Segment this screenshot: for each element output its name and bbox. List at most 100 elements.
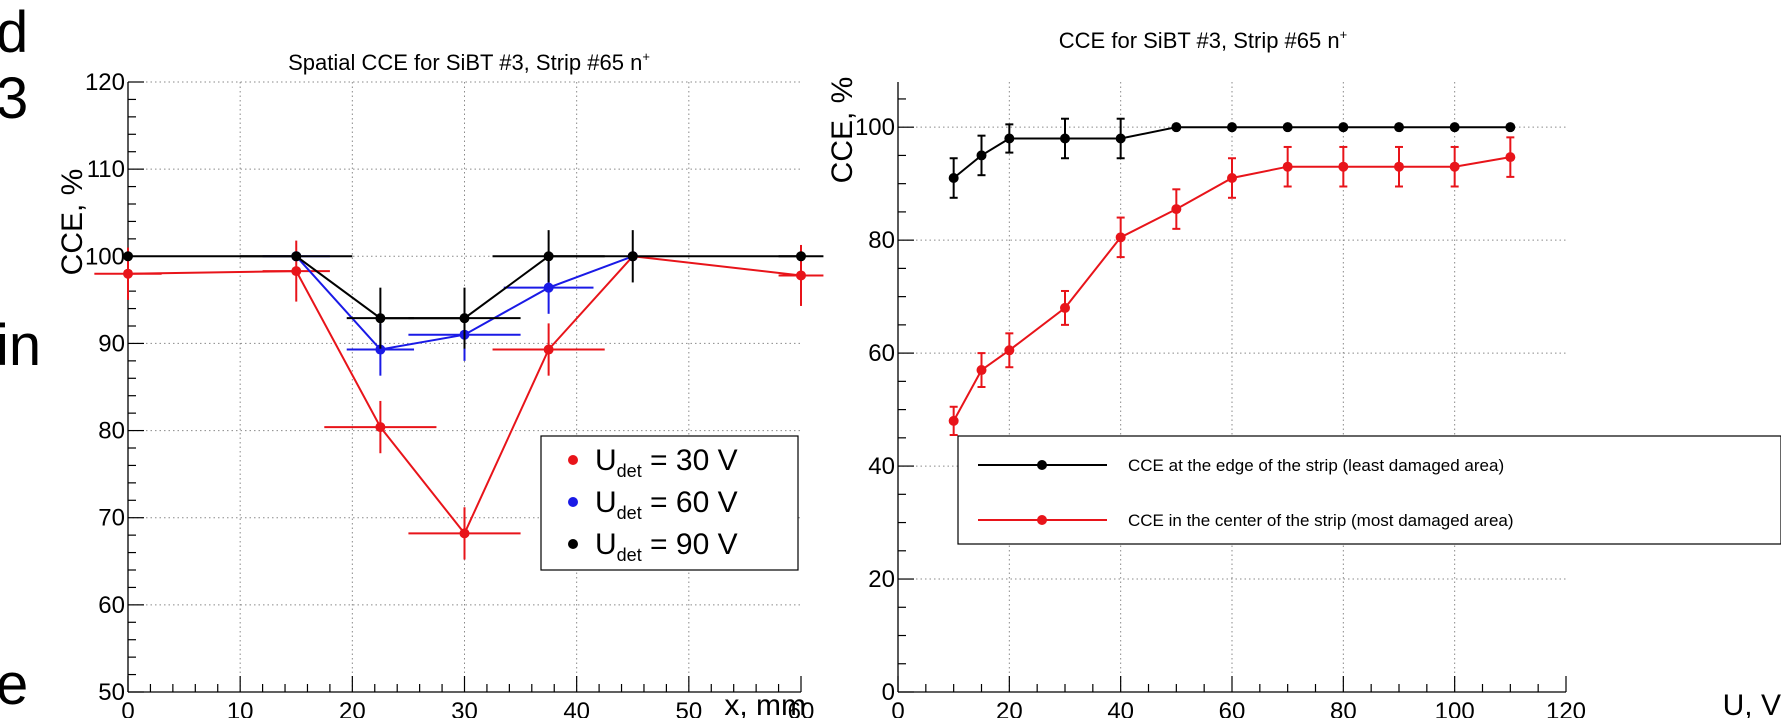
chart1-series — [94, 230, 824, 560]
chart2-title: CCE for SiBT #3, Strip #65 n+ — [1059, 27, 1347, 53]
margin-text-3: in — [0, 313, 41, 378]
data-point — [1171, 122, 1182, 133]
data-point — [1282, 122, 1293, 133]
data-point — [543, 251, 554, 262]
chart2-legend: CCE at the edge of the strip (least dama… — [957, 435, 1781, 545]
legend-marker-edge — [1037, 460, 1047, 470]
legend-label-edge: CCE at the edge of the strip (least dama… — [1128, 456, 1504, 475]
chart2-tick-labels: 0 20 40 60 80 100 120 0 20 40 60 80 100 — [855, 114, 1586, 718]
chart1-legend-box — [540, 435, 799, 571]
data-point — [1227, 122, 1237, 133]
data-point — [1338, 122, 1349, 133]
data-point — [1060, 302, 1070, 313]
data-point — [948, 173, 959, 184]
chart1-axes — [127, 81, 802, 693]
series-line-0 — [953, 126, 1511, 179]
chart1-y-axis-title: CCE, % — [56, 169, 89, 276]
data-point — [796, 270, 806, 281]
data-point — [291, 266, 302, 277]
chart1-title: Spatial CCE for SiBT #3, Strip #65 n+ — [288, 49, 650, 75]
legend-marker-center — [1037, 515, 1047, 525]
x-tick-label: 120 — [1546, 698, 1586, 718]
y-tick-label: 80 — [98, 418, 125, 445]
y-tick-label: 100 — [855, 114, 895, 141]
data-point — [1338, 161, 1349, 172]
series-2 — [123, 230, 824, 349]
series-0 — [948, 117, 1516, 199]
chart1-x-axis-title: x, mm — [724, 689, 806, 718]
legend-label-30v: Udet = 30 V — [595, 444, 738, 481]
chart2-legend-box — [957, 435, 1781, 545]
legend-entry-center: CCE in the center of the strip (most dam… — [978, 511, 1514, 530]
series-line-1 — [952, 156, 1511, 422]
y-tick-label: 60 — [868, 340, 895, 367]
x-tick-label: 80 — [1330, 698, 1357, 718]
data-point — [1004, 133, 1015, 144]
cce-vs-voltage-chart: CCE for SiBT #3, Strip #65 n+ 0 20 40 60 80 1… — [826, 27, 1781, 718]
y-tick-label: 50 — [98, 679, 125, 706]
x-tick-label: 10 — [227, 698, 254, 718]
data-point — [1394, 161, 1404, 172]
x-tick-label: 20 — [996, 698, 1023, 718]
chart1-title-sup: + — [642, 49, 650, 64]
legend-label-60v-sub: det — [617, 503, 642, 523]
data-point — [1115, 133, 1126, 144]
data-point — [1505, 122, 1516, 133]
x-tick-label: 60 — [788, 698, 815, 718]
y-tick-label: 90 — [98, 330, 125, 357]
x-tick-label: 0 — [121, 698, 134, 718]
chart1-title-text: Spatial CCE for SiBT #3, Strip #65 n — [288, 50, 642, 75]
x-tick-label: 60 — [1219, 698, 1246, 718]
margin-text-4: e — [0, 652, 28, 717]
legend-label-90v-tail: = 90 V — [642, 528, 738, 561]
spatial-cce-chart: Spatial CCE for SiBT #3, Strip #65 n+ 0 1… — [56, 49, 824, 718]
data-point — [459, 313, 470, 324]
legend-label-60v: Udet = 60 V — [595, 486, 738, 523]
chart2-y-axis-title: CCE, % — [826, 77, 859, 184]
legend-label-90v-sub: det — [617, 545, 642, 565]
y-tick-label: 110 — [87, 156, 125, 183]
data-point — [1394, 122, 1404, 133]
data-point — [1004, 345, 1015, 356]
data-point — [1282, 161, 1293, 172]
chart2-x-axis-title: U, V — [1723, 689, 1781, 718]
y-tick-label: 70 — [98, 505, 125, 532]
chart2-axes — [897, 82, 1567, 693]
data-point — [1115, 232, 1126, 243]
data-point — [375, 422, 386, 433]
data-point — [543, 344, 554, 355]
data-point — [375, 344, 386, 355]
x-tick-label: 100 — [1435, 698, 1475, 718]
data-point — [1505, 152, 1516, 163]
legend-label-90v: Udet = 90 V — [595, 528, 738, 565]
x-tick-label: 20 — [339, 698, 366, 718]
legend-marker-90v — [568, 539, 578, 549]
x-tick-label: 40 — [1107, 698, 1134, 718]
legend-label-30v-u: U — [595, 444, 617, 477]
data-point — [948, 415, 959, 426]
y-tick-label: 80 — [868, 227, 895, 254]
legend-label-30v-tail: = 30 V — [642, 444, 738, 477]
chart1-legend: Udet = 30 V Udet = 60 V Udet = 90 V — [540, 435, 799, 571]
legend-marker-30v — [568, 455, 578, 465]
x-tick-label: 40 — [563, 698, 590, 718]
data-point — [543, 282, 554, 293]
y-tick-label: 120 — [85, 69, 125, 96]
data-point — [123, 251, 133, 262]
legend-label-center: CCE in the center of the strip (most dam… — [1128, 511, 1514, 530]
data-point — [976, 150, 987, 161]
legend-marker-60v — [568, 497, 578, 507]
legend-label-60v-tail: = 60 V — [642, 486, 738, 519]
legend-label-90v-u: U — [595, 528, 617, 561]
legend-entry-60v: Udet = 60 V — [568, 486, 738, 523]
x-tick-label: 50 — [675, 698, 702, 718]
series-1 — [948, 136, 1516, 437]
chart2-series — [948, 117, 1516, 437]
y-tick-label: 0 — [882, 679, 895, 706]
data-point — [1449, 161, 1460, 172]
y-tick-label: 60 — [98, 592, 125, 619]
data-point — [1171, 204, 1182, 215]
chart1-grid — [128, 81, 801, 692]
